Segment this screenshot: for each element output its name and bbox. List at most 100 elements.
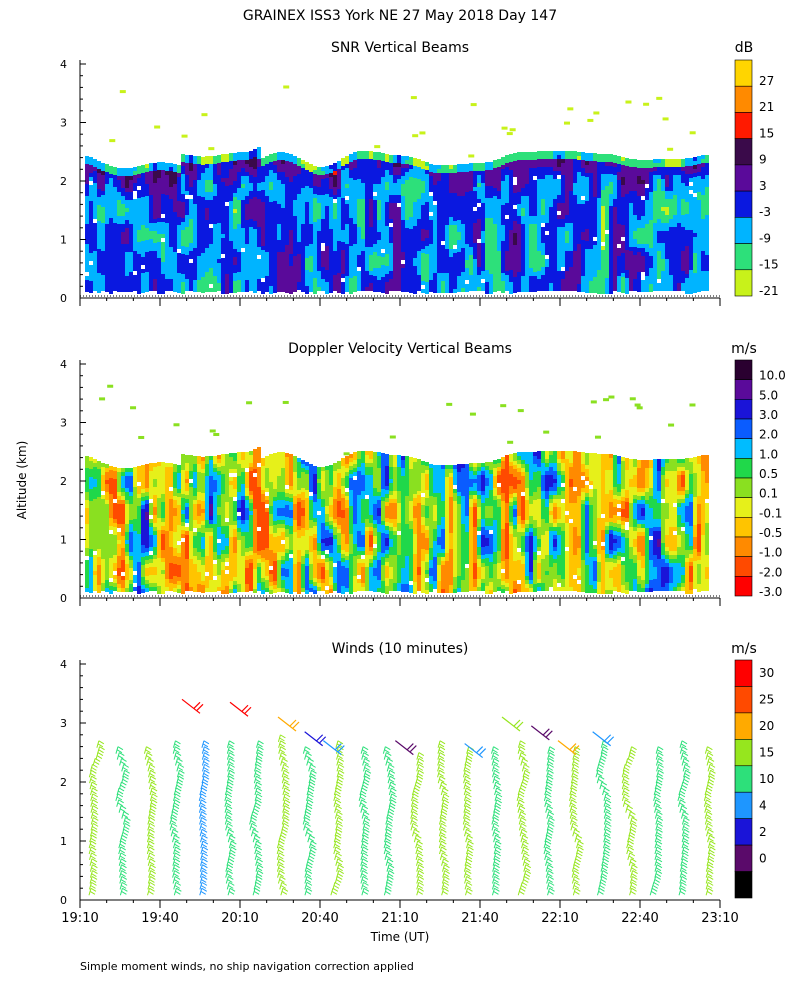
snr-cell <box>453 285 457 289</box>
snr-cell <box>261 234 265 238</box>
snr-cell <box>417 207 421 211</box>
snr-cell <box>189 187 193 191</box>
snr-cell <box>453 209 457 213</box>
snr-cell <box>461 164 465 168</box>
snr-cell <box>333 191 337 195</box>
snr-cell <box>517 284 521 288</box>
snr-cell <box>637 164 641 168</box>
snr-cell <box>253 229 257 233</box>
snr-cell <box>285 253 289 257</box>
snr-cell <box>153 251 157 255</box>
snr-cell <box>145 288 149 292</box>
snr-cell <box>601 202 605 206</box>
snr-cell <box>125 232 129 236</box>
snr-cell <box>197 228 201 232</box>
snr-cell <box>297 194 301 198</box>
snr-cell <box>337 273 341 277</box>
snr-cell <box>597 238 601 242</box>
snr-cell <box>449 205 453 209</box>
snr-cell <box>421 257 425 261</box>
snr-cell <box>681 275 685 279</box>
snr-cell <box>265 236 269 240</box>
snr-cell <box>161 278 165 282</box>
snr-cell <box>405 236 409 240</box>
snr-cell <box>445 233 449 237</box>
snr-cell <box>289 234 293 238</box>
snr-cell <box>153 167 157 171</box>
snr-cell <box>185 211 189 215</box>
snr-cell <box>577 196 581 200</box>
snr-cell <box>281 276 285 280</box>
snr-cell <box>505 283 509 287</box>
snr-cell <box>181 258 185 262</box>
snr-cell <box>453 169 457 173</box>
snr-cell <box>141 273 145 277</box>
snr-cell <box>553 231 557 235</box>
snr-cell <box>261 158 265 162</box>
snr-cell <box>201 185 205 189</box>
snr-cell <box>577 164 581 168</box>
snr-cell <box>585 265 589 269</box>
snr-cell <box>361 239 365 243</box>
snr-cell <box>669 179 673 183</box>
snr-cell <box>341 190 345 194</box>
snr-cell <box>121 192 125 196</box>
snr-cell <box>609 258 613 262</box>
snr-cell <box>297 278 301 282</box>
snr-cell <box>233 197 237 201</box>
snr-cell <box>677 279 681 283</box>
snr-cell <box>305 214 309 218</box>
snr-cell <box>265 284 269 288</box>
snr-cell <box>521 192 525 196</box>
snr-cell <box>129 288 133 292</box>
snr-cell <box>429 256 433 260</box>
snr-cell <box>153 287 157 291</box>
snr-cell <box>573 179 577 183</box>
snr-cell <box>589 253 593 257</box>
snr-cell <box>297 178 301 182</box>
snr-cell <box>105 284 109 288</box>
snr-cell <box>601 226 605 230</box>
snr-cell <box>577 180 581 184</box>
snr-cell <box>657 191 661 195</box>
snr-cell <box>337 257 341 261</box>
snr-cell <box>481 267 485 271</box>
snr-cell <box>521 228 525 232</box>
snr-cell <box>621 157 625 161</box>
snr-cell <box>649 164 653 168</box>
snr-cell <box>317 235 321 239</box>
snr-cell <box>409 173 413 177</box>
snr-cell <box>249 239 253 243</box>
snr-cell <box>449 245 453 249</box>
snr-cell <box>593 261 597 265</box>
snr-cell <box>141 245 145 249</box>
snr-cell <box>489 262 493 266</box>
snr-cell <box>261 202 265 206</box>
snr-cell <box>201 273 205 277</box>
snr-cell <box>409 193 413 197</box>
snr-cell <box>385 202 389 206</box>
snr-cell <box>193 268 197 272</box>
snr-cell <box>381 229 385 233</box>
snr-cell <box>437 177 441 181</box>
snr-cell <box>417 287 421 291</box>
snr-cell <box>637 172 641 176</box>
snr-cell <box>93 239 97 243</box>
snr-cell <box>661 223 665 227</box>
snr-cell <box>553 191 557 195</box>
snr-cell <box>397 263 401 267</box>
snr-cell <box>417 191 421 195</box>
snr-cell <box>413 186 417 190</box>
snr-cell <box>625 290 629 294</box>
snr-cell <box>525 248 529 252</box>
snr-cell <box>593 277 597 281</box>
snr-cell <box>297 206 301 210</box>
snr-cell <box>493 160 497 164</box>
snr-cell <box>309 256 313 260</box>
snr-cell <box>221 230 225 234</box>
snr-cell <box>105 244 109 248</box>
snr-cell <box>465 204 469 208</box>
snr-cell <box>457 268 461 272</box>
snr-cell <box>453 229 457 233</box>
snr-cell <box>401 264 405 268</box>
